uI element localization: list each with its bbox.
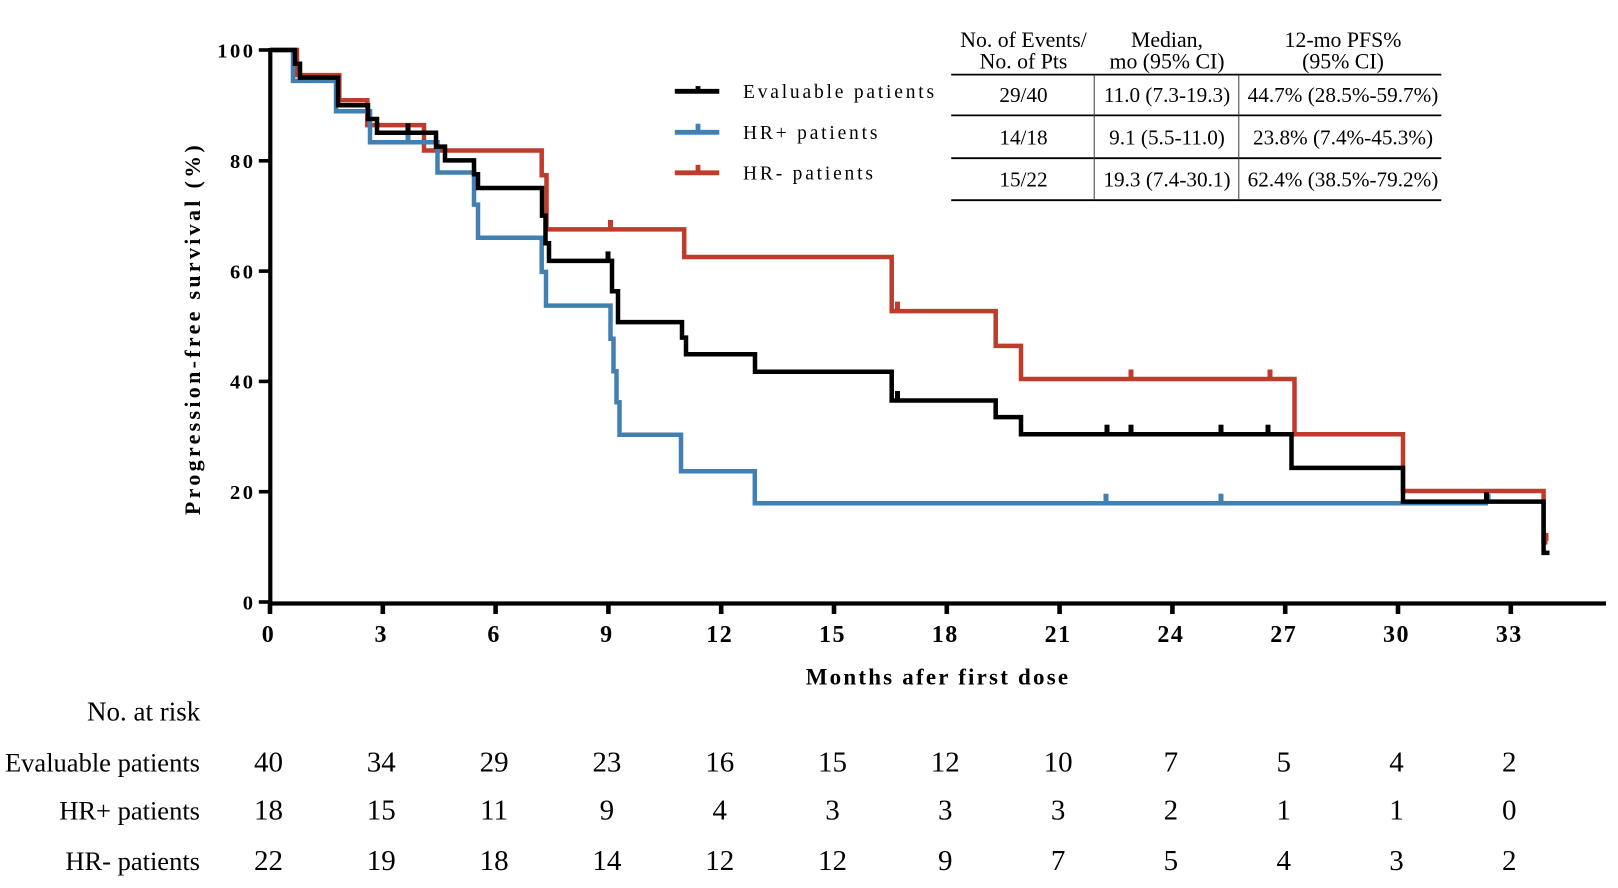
svg-text:27: 27	[1270, 622, 1297, 648]
svg-text:15/22: 15/22	[999, 168, 1047, 192]
svg-text:Median,: Median,	[1131, 28, 1203, 52]
svg-text:23: 23	[592, 746, 621, 778]
svg-text:1: 1	[1276, 795, 1291, 827]
svg-text:12: 12	[818, 845, 847, 877]
svg-text:0: 0	[243, 592, 256, 614]
svg-text:14: 14	[592, 845, 622, 877]
svg-text:22: 22	[254, 845, 283, 877]
svg-text:40: 40	[230, 372, 256, 394]
svg-text:15: 15	[367, 795, 396, 827]
svg-text:Evaluable patients: Evaluable patients	[5, 747, 200, 777]
svg-text:Progression-free survival (%): Progression-free survival (%)	[180, 142, 205, 515]
svg-text:9: 9	[600, 622, 614, 648]
svg-text:11: 11	[480, 795, 508, 827]
svg-text:21: 21	[1045, 622, 1072, 648]
svg-text:5: 5	[1276, 746, 1291, 778]
svg-text:19: 19	[367, 845, 396, 877]
svg-text:80: 80	[230, 151, 256, 173]
svg-text:9: 9	[600, 795, 615, 827]
svg-text:100: 100	[217, 40, 255, 62]
svg-text:4: 4	[1389, 746, 1404, 778]
svg-text:4: 4	[712, 795, 727, 827]
svg-text:Evaluable patients: Evaluable patients	[743, 82, 937, 103]
svg-text:34: 34	[367, 746, 397, 778]
svg-text:9.1 (5.5-11.0): 9.1 (5.5-11.0)	[1109, 125, 1225, 149]
svg-text:30: 30	[1383, 622, 1410, 648]
svg-text:20: 20	[230, 482, 256, 504]
svg-text:3: 3	[825, 795, 840, 827]
svg-text:0: 0	[1502, 795, 1517, 827]
svg-text:No. at risk: No. at risk	[87, 697, 201, 727]
svg-text:HR- patients: HR- patients	[743, 164, 876, 185]
svg-text:62.4% (38.5%-79.2%): 62.4% (38.5%-79.2%)	[1248, 168, 1439, 192]
svg-text:4: 4	[1276, 845, 1291, 877]
svg-text:12: 12	[705, 845, 734, 877]
svg-text:33: 33	[1496, 622, 1523, 648]
svg-text:18: 18	[932, 622, 959, 648]
svg-text:No. of Pts: No. of Pts	[980, 50, 1068, 74]
svg-text:3: 3	[1389, 845, 1404, 877]
svg-text:10: 10	[1044, 746, 1073, 778]
svg-text:18: 18	[254, 795, 283, 827]
svg-text:60: 60	[230, 261, 256, 283]
svg-text:(95% CI): (95% CI)	[1302, 50, 1384, 74]
svg-text:2: 2	[1502, 845, 1517, 877]
svg-text:HR- patients: HR- patients	[65, 846, 200, 876]
svg-text:3: 3	[1051, 795, 1066, 827]
svg-text:2: 2	[1164, 795, 1179, 827]
svg-text:44.7% (28.5%-59.7%): 44.7% (28.5%-59.7%)	[1248, 83, 1439, 107]
svg-text:15: 15	[819, 622, 846, 648]
svg-text:14/18: 14/18	[999, 125, 1047, 149]
svg-text:0: 0	[262, 622, 276, 648]
svg-text:mo (95% CI): mo (95% CI)	[1109, 50, 1224, 74]
svg-text:9: 9	[938, 845, 953, 877]
svg-text:23.8% (7.4%-45.3%): 23.8% (7.4%-45.3%)	[1253, 125, 1433, 149]
svg-text:12: 12	[706, 622, 733, 648]
svg-text:HR+ patients: HR+ patients	[59, 796, 200, 826]
svg-text:29: 29	[480, 746, 509, 778]
svg-text:11.0 (7.3-19.3): 11.0 (7.3-19.3)	[1104, 83, 1230, 107]
svg-text:24: 24	[1157, 622, 1184, 648]
svg-text:18: 18	[480, 845, 509, 877]
svg-text:16: 16	[705, 746, 734, 778]
svg-text:HR+ patients: HR+ patients	[743, 123, 880, 144]
svg-text:12-mo PFS%: 12-mo PFS%	[1285, 28, 1402, 52]
svg-text:29/40: 29/40	[999, 83, 1047, 107]
svg-text:7: 7	[1051, 845, 1066, 877]
svg-text:2: 2	[1502, 746, 1517, 778]
svg-text:19.3 (7.4-30.1): 19.3 (7.4-30.1)	[1103, 168, 1230, 192]
svg-text:3: 3	[938, 795, 953, 827]
svg-text:15: 15	[818, 746, 847, 778]
svg-text:12: 12	[931, 746, 960, 778]
svg-text:No. of Events/: No. of Events/	[960, 28, 1087, 52]
svg-text:6: 6	[487, 622, 501, 648]
svg-text:5: 5	[1164, 845, 1179, 877]
svg-text:7: 7	[1164, 746, 1179, 778]
svg-text:Months afer first dose: Months afer first dose	[806, 665, 1071, 690]
svg-text:3: 3	[375, 622, 389, 648]
svg-text:40: 40	[254, 746, 283, 778]
svg-text:1: 1	[1389, 795, 1404, 827]
